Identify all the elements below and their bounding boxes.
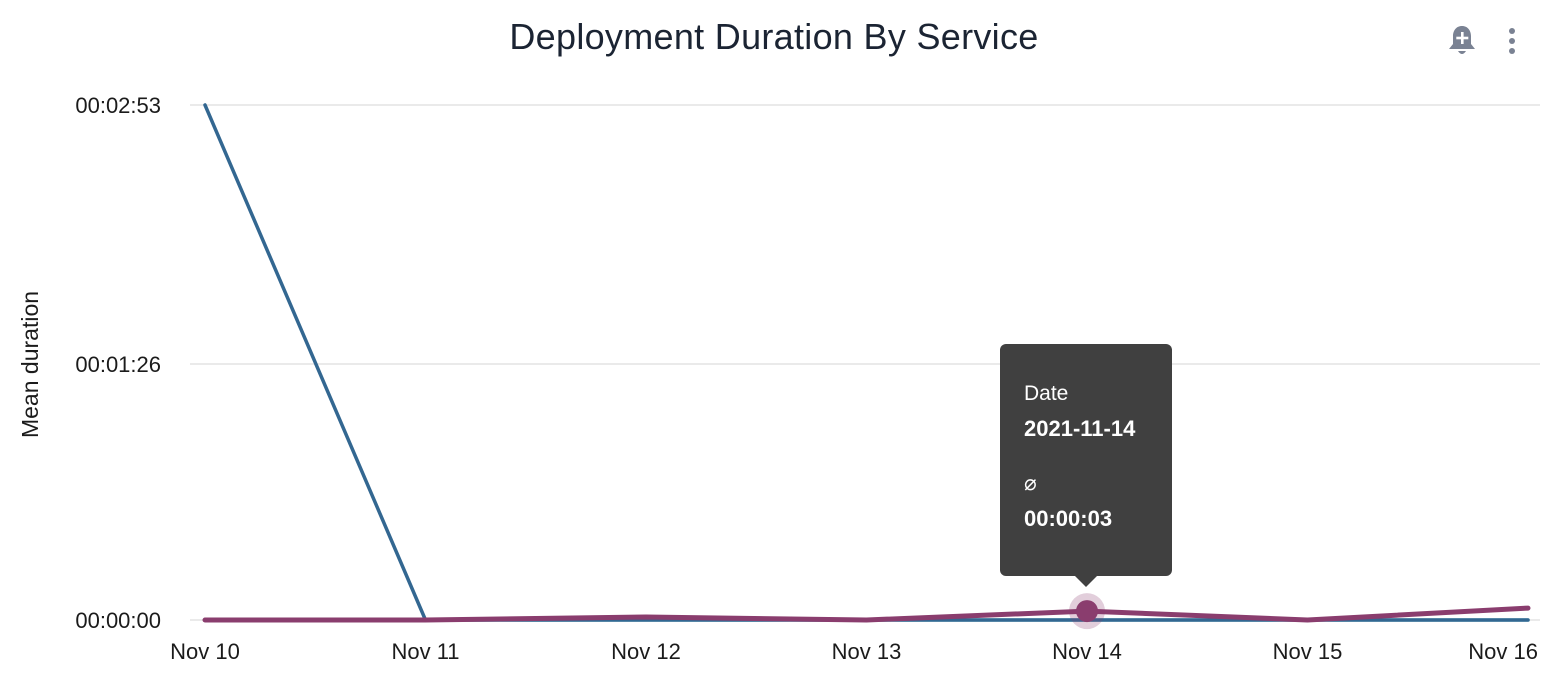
tooltip-date-label: Date [1024, 382, 1069, 405]
x-tick-label: Nov 10 [170, 639, 240, 664]
chart-title: Deployment Duration By Service [509, 16, 1039, 57]
x-tick-label: Nov 12 [611, 639, 681, 664]
x-tick-label: Nov 16 [1468, 639, 1538, 664]
y-tick-label: 00:01:26 [75, 352, 161, 377]
x-tick-label: Nov 15 [1273, 639, 1343, 664]
bell-plus-icon[interactable] [1445, 24, 1479, 58]
x-tick-label: Nov 13 [832, 639, 902, 664]
tooltip-metric-value: 00:00:03 [1024, 506, 1113, 531]
series-line [203, 103, 1530, 622]
mean-symbol-icon: ⌀ [1024, 472, 1037, 495]
data-tooltip: Date 2021-11-14 ⌀ 00:00:03 [1000, 344, 1172, 587]
y-tick-label: 00:02:53 [75, 93, 161, 118]
x-tick-label: Nov 14 [1052, 639, 1122, 664]
x-tick-label: Nov 11 [391, 639, 459, 664]
highlight-point [1076, 600, 1098, 623]
more-vertical-icon[interactable] [1495, 24, 1529, 58]
tooltip-date-value: 2021-11-14 [1024, 416, 1136, 441]
y-tick-label: 00:00:00 [75, 608, 161, 633]
y-axis-label: Mean duration [17, 291, 43, 438]
series-line [202, 605, 1531, 623]
